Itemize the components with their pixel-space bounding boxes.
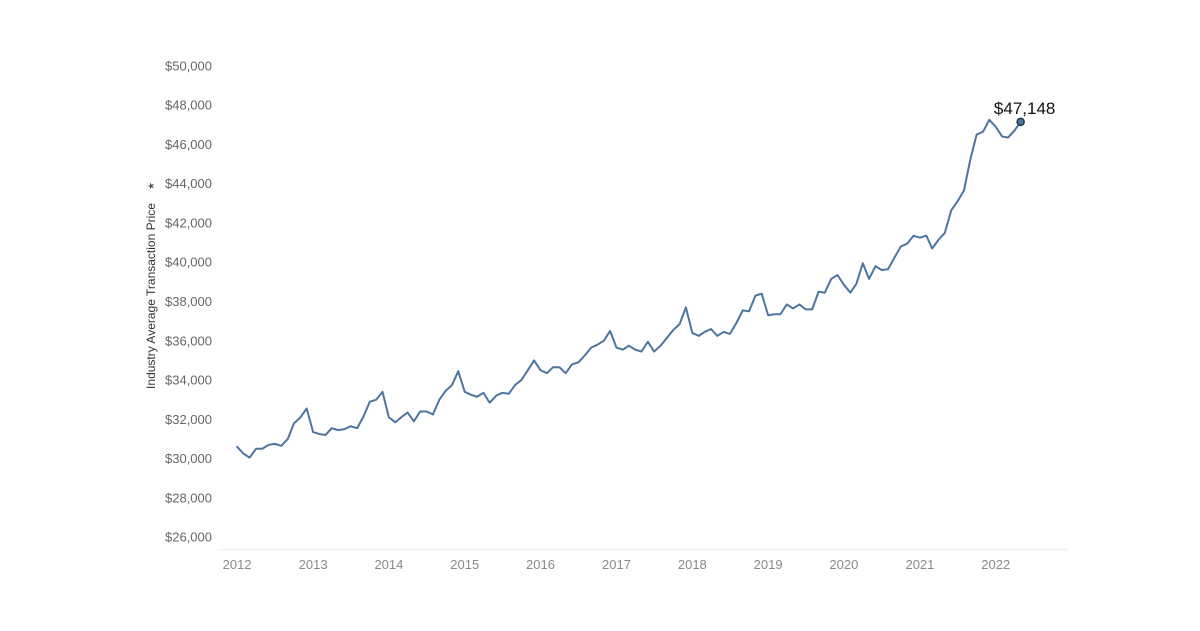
y-tick-label: $38,000 [165,294,212,309]
y-axis: $26,000 $28,000 $30,000 $32,000 $34,000 $36,0… [165,58,212,544]
x-tick-label: 2014 [374,557,403,572]
x-tick-label: 2022 [981,557,1010,572]
x-tick-label: 2018 [678,557,707,572]
y-tick-label: $36,000 [165,333,212,348]
y-axis-title: Industry Average Transaction Price ★ [144,182,158,389]
y-tick-label: $44,000 [165,176,212,191]
series-line [236,118,1022,459]
y-tick-label: $28,000 [165,490,212,505]
plot-area [236,118,1022,459]
y-tick-label: $46,000 [165,137,212,152]
x-tick-label: 2020 [829,557,858,572]
annotation-label: $47,148 [994,99,1055,118]
x-tick-label: 2016 [526,557,555,572]
x-tick-label: 2019 [754,557,783,572]
y-tick-label: $26,000 [165,530,212,545]
y-tick-label: $48,000 [165,98,212,113]
y-axis-title-text: Industry Average Transaction Price [144,203,158,389]
x-axis: 2012 2013 2014 2015 2016 2017 2018 2019 2020 2021… [218,549,1068,572]
y-tick-label: $42,000 [165,215,212,230]
y-tick-label: $30,000 [165,451,212,466]
x-tick-label: 2021 [905,557,934,572]
x-tick-label: 2017 [602,557,631,572]
y-tick-label: $32,000 [165,412,212,427]
y-tick-label: $50,000 [165,58,212,73]
annotation-marker [1016,117,1025,127]
sort-indicator-icon: ★ [147,182,157,190]
y-tick-label: $40,000 [165,255,212,270]
x-tick-label: 2015 [450,557,479,572]
annotation-group: $47,148 [994,99,1055,127]
x-tick-label: 2013 [299,557,328,572]
x-tick-label: 2012 [223,557,252,572]
y-tick-label: $34,000 [165,373,212,388]
